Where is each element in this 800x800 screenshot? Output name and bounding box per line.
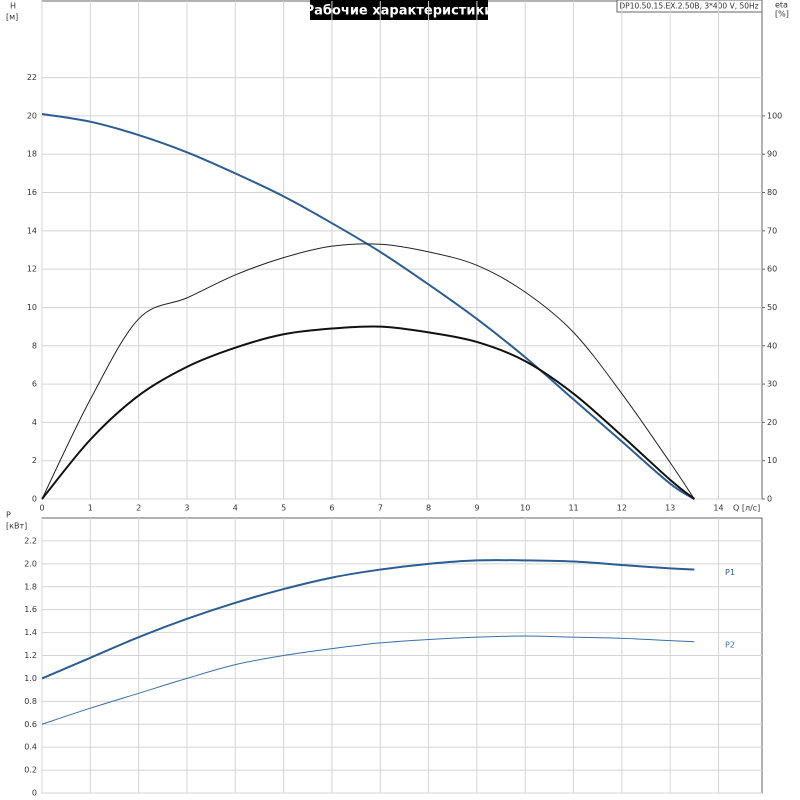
y-tick-label: 1.4	[24, 628, 37, 637]
y2-tick-label: 10	[767, 456, 777, 465]
x-tick-label: 6	[329, 504, 334, 513]
x-tick-label: 1	[88, 504, 93, 513]
y-tick-label: 8	[32, 341, 37, 350]
y2-tick-label: 50	[767, 303, 777, 312]
title-box	[310, 0, 488, 20]
y2-tick-label: 80	[767, 188, 777, 197]
y-unit: [м]	[6, 13, 18, 22]
y-tick-label: 2.2	[24, 536, 37, 545]
y-tick-label: 0	[32, 495, 37, 504]
y-tick-label: 22	[27, 73, 37, 82]
y-tick-label: 0.4	[24, 743, 37, 752]
curve	[41, 559, 695, 680]
y2-unit: [%]	[775, 10, 789, 19]
y-tick-label: 0	[32, 789, 37, 798]
y-tick-label: 18	[27, 150, 37, 159]
series-label: P1	[725, 568, 735, 577]
chart-title: Рабочие характеристики	[305, 4, 494, 19]
y-tick-label: 10	[27, 303, 37, 312]
top-plot-frame	[41, 0, 763, 500]
y-tick-label: 0.8	[24, 697, 37, 706]
curve	[41, 243, 695, 500]
x-tick-label: 14	[713, 504, 723, 513]
y-tick-label: 1.6	[24, 605, 37, 614]
y2-tick-label: 90	[767, 150, 777, 159]
x-tick-label: 0	[39, 504, 44, 513]
y2-tick-label: 0	[767, 495, 772, 504]
y-tick-label: 2.0	[24, 559, 37, 568]
y-tick-label: 0.6	[24, 720, 37, 729]
x-tick-label: 9	[474, 504, 479, 513]
y-tick-label: 20	[27, 111, 37, 120]
x-tick-label: 13	[665, 504, 675, 513]
y-unit: [кВт]	[6, 522, 27, 531]
y-tick-label: 14	[27, 226, 37, 235]
y-label: P	[6, 511, 11, 520]
y-tick-label: 1.2	[24, 651, 37, 660]
y-tick-label: 16	[27, 188, 37, 197]
y2-tick-label: 70	[767, 226, 777, 235]
y-tick-label: 6	[32, 380, 37, 389]
x-tick-label: 8	[426, 504, 431, 513]
curve	[41, 325, 695, 500]
y2-tick-label: 20	[767, 418, 777, 427]
y-tick-label: 4	[32, 418, 37, 427]
x-tick-label: 3	[184, 504, 189, 513]
y2-tick-label: 100	[767, 111, 782, 120]
x-tick-label: 7	[378, 504, 383, 513]
y-tick-label: 0.2	[24, 766, 37, 775]
curve	[41, 635, 695, 725]
x-tick-label: 10	[520, 504, 530, 513]
x-tick-label: 5	[281, 504, 286, 513]
model-label: DP10.50.15.EX.2.50B, 3*400 V, 50Hz	[619, 2, 758, 11]
y-tick-label: 2	[32, 456, 37, 465]
x-tick-label: 12	[617, 504, 627, 513]
y-tick-label: 12	[27, 265, 37, 274]
x-tick-label: 2	[136, 504, 141, 513]
y2-label: eta	[775, 1, 788, 10]
curve	[41, 113, 695, 500]
x-label: Q [л/с]	[733, 504, 760, 513]
y2-tick-label: 60	[767, 265, 777, 274]
y2-tick-label: 40	[767, 341, 777, 350]
y-label: H	[10, 2, 16, 11]
x-tick-label: 11	[568, 504, 578, 513]
model-box	[616, 0, 763, 13]
y-tick-label: 1.0	[24, 674, 37, 683]
y-tick-label: 1.8	[24, 582, 37, 591]
series-label: P2	[725, 640, 735, 649]
y2-tick-label: 30	[767, 380, 777, 389]
x-tick-label: 4	[233, 504, 238, 513]
